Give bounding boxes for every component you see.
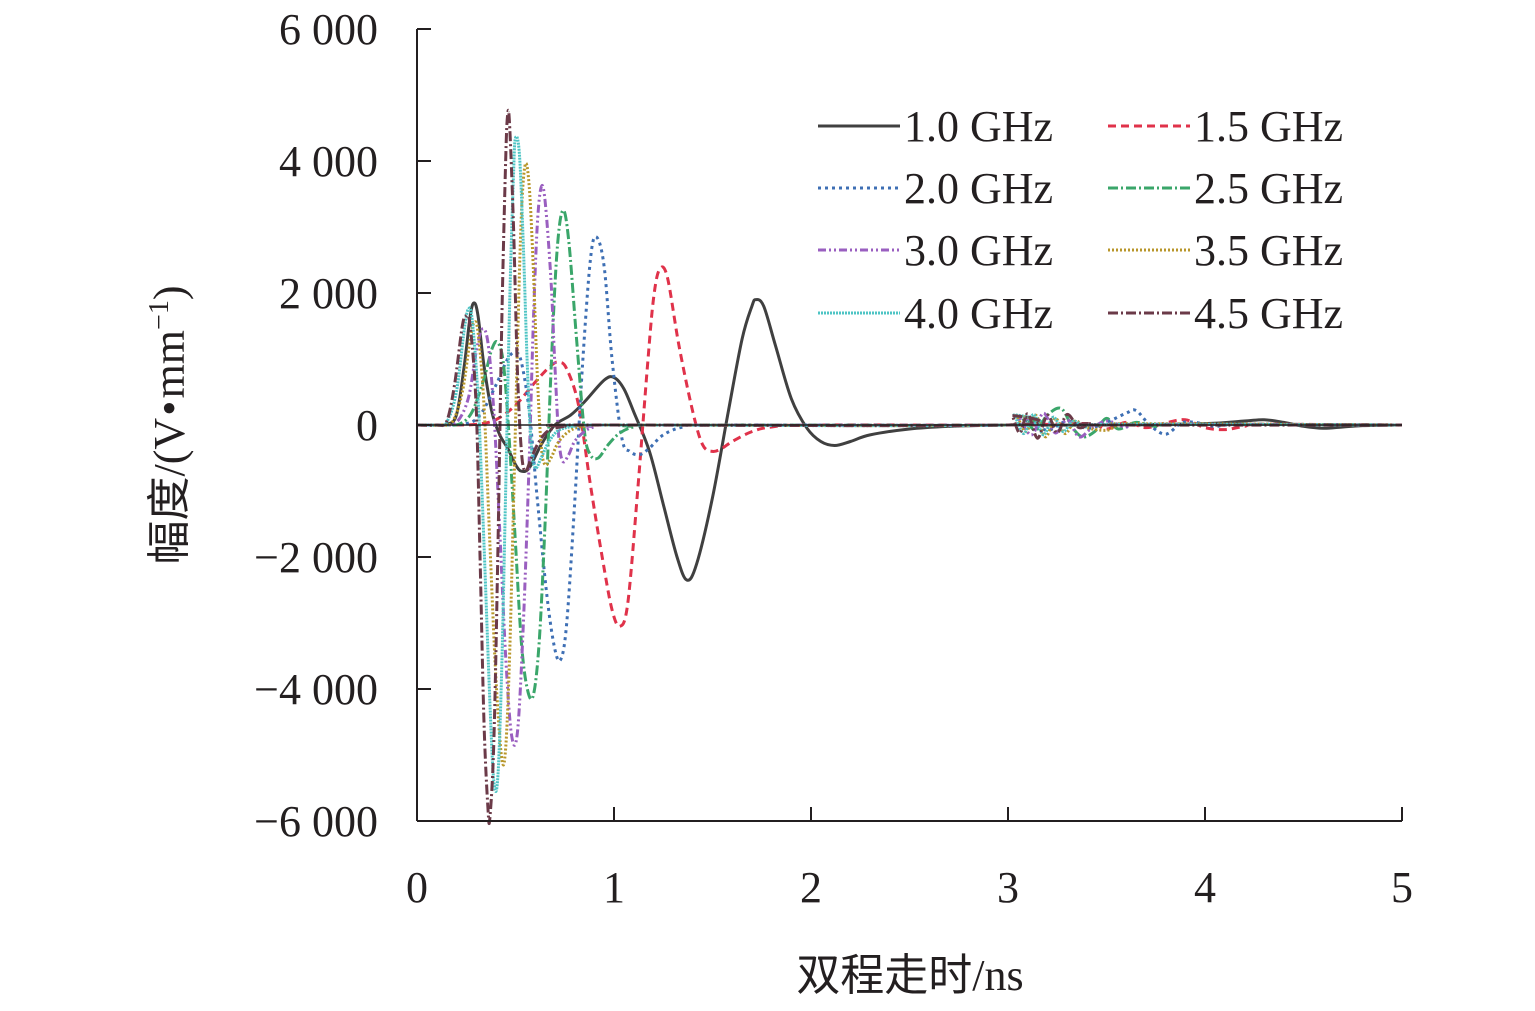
legend-label-3: 2.0 GHz bbox=[904, 164, 1053, 213]
series-line-7 bbox=[416, 135, 1403, 794]
y-tick-label: −2 000 bbox=[254, 533, 378, 582]
x-tick-label: 0 bbox=[406, 863, 428, 912]
y-tick-label: −4 000 bbox=[254, 665, 378, 714]
y-axis-title: 幅度/(V • mm−1) bbox=[144, 286, 194, 565]
legend-label-1: 1.0 GHz bbox=[904, 102, 1053, 151]
x-tick-label: 1 bbox=[603, 863, 625, 912]
series-line-4 bbox=[416, 208, 1403, 701]
series-line-5 bbox=[416, 183, 1403, 747]
series-line-3 bbox=[416, 235, 1403, 663]
y-tick-label: 0 bbox=[356, 401, 378, 450]
legend-label-4: 2.5 GHz bbox=[1194, 164, 1343, 213]
y-axis-title-dot: • bbox=[145, 400, 194, 415]
y-tick-label: 4 000 bbox=[279, 137, 378, 186]
series-line-8 bbox=[416, 108, 1403, 826]
series-lines bbox=[416, 108, 1403, 826]
legend-label-7: 4.0 GHz bbox=[904, 289, 1053, 338]
x-tick-label: 5 bbox=[1391, 863, 1413, 912]
tick-labels: 6 000 4 000 2 000 0 −2 000 −4 000 −6 000 0 1 2 3 4 5 bbox=[254, 5, 1413, 912]
x-axis-title: 双程走时/ns bbox=[796, 951, 1023, 1000]
legend-label-2: 1.5 GHz bbox=[1194, 102, 1343, 151]
y-axis-title-exponent: −1 bbox=[144, 300, 175, 330]
x-tick-label: 3 bbox=[997, 863, 1019, 912]
axes bbox=[416, 28, 1403, 822]
y-axis-title-unit: mm bbox=[145, 330, 194, 398]
legend-label-6: 3.5 GHz bbox=[1194, 226, 1343, 275]
legend-label-5: 3.0 GHz bbox=[904, 226, 1053, 275]
y-tick-label: 6 000 bbox=[279, 5, 378, 54]
x-tick-label: 4 bbox=[1194, 863, 1216, 912]
y-tick-label: −6 000 bbox=[254, 797, 378, 846]
y-axis-title-main: 幅度/(V bbox=[145, 418, 194, 565]
legend: 1.0 GHz 1.5 GHz 2.0 GHz 2.5 GHz 3.0 GHz 3.5 G… bbox=[818, 102, 1343, 338]
x-tick-label: 2 bbox=[800, 863, 822, 912]
legend-label-8: 4.5 GHz bbox=[1194, 289, 1343, 338]
y-axis-title-close: ) bbox=[145, 286, 194, 301]
series-line-1 bbox=[416, 298, 1403, 582]
y-tick-label: 2 000 bbox=[279, 269, 378, 318]
